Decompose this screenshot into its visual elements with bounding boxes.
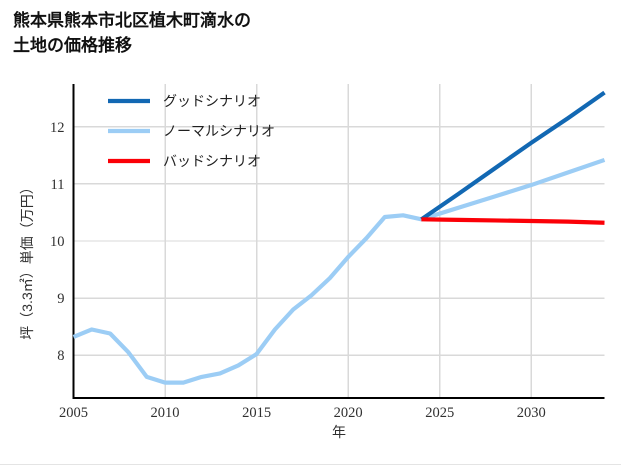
x-axis-tick-label: 2015	[242, 405, 271, 421]
data-series-group	[72, 90, 606, 385]
x-axis-tick-label: 2025	[425, 405, 454, 421]
y-axis-tick-labels: 8 9 10 11 12	[50, 120, 65, 364]
x-axis-tick-label: 2030	[517, 405, 546, 421]
gridlines-group	[72, 84, 605, 398]
y-axis-title: 坪（3.3㎡）単価（万円）	[19, 180, 35, 339]
series-line-ノーマルシナリオ	[72, 157, 606, 385]
x-axis-tick-label: 2020	[334, 405, 363, 421]
series-line-グッドシナリオ	[420, 90, 606, 222]
legend-label-normal: ノーマルシナリオ	[163, 123, 275, 139]
y-axis-tick-label: 11	[51, 177, 65, 193]
y-axis-tick-label: 10	[50, 234, 65, 250]
y-axis-tick-label: 9	[57, 291, 64, 307]
y-axis-tick-label: 12	[50, 120, 65, 136]
x-axis-tick-labels: 2005 2010 2015 2020 2025 2030	[59, 405, 546, 421]
x-axis-title: 年	[332, 424, 346, 440]
series-line-バッドシナリオ	[421, 217, 605, 225]
axis-lines-group	[72, 84, 605, 400]
x-axis-tick-label: 2010	[151, 405, 180, 421]
x-axis-tick-label: 2005	[59, 405, 88, 421]
y-axis-tick-label: 8	[57, 348, 64, 364]
legend-label-good: グッドシナリオ	[163, 93, 261, 109]
chart-title: 熊本県熊本市北区植木町滴水の 土地の価格推移	[13, 11, 251, 55]
legend-label-bad: バッドシナリオ	[163, 153, 261, 169]
